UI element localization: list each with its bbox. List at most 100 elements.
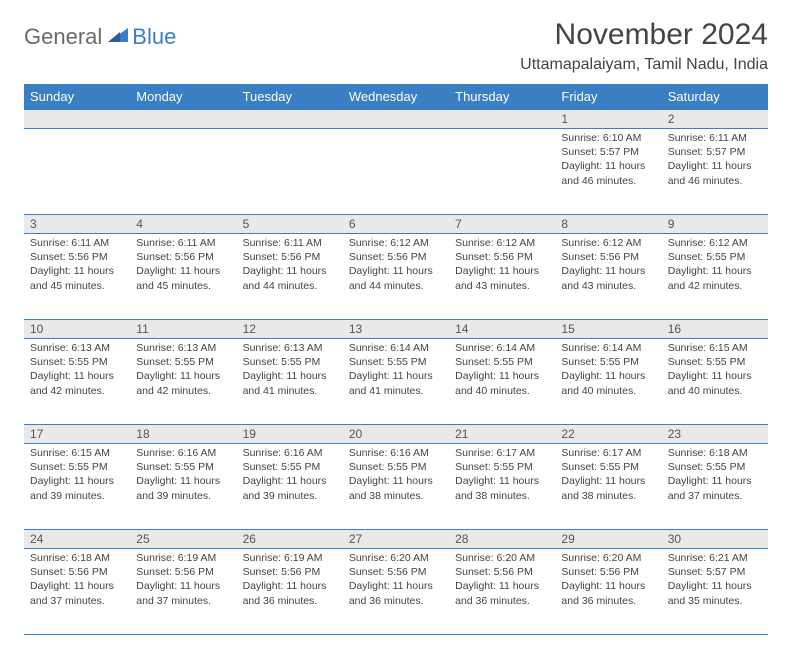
daylight-line: Daylight: 11 hours and 36 minutes. bbox=[455, 579, 549, 607]
sunset-line: Sunset: 5:55 PM bbox=[136, 460, 230, 474]
day-detail-cell bbox=[24, 129, 130, 215]
daylight-line: Daylight: 11 hours and 38 minutes. bbox=[349, 474, 443, 502]
daylight-line: Daylight: 11 hours and 44 minutes. bbox=[243, 264, 337, 292]
day-number-row: 10111213141516 bbox=[24, 320, 768, 339]
sunset-line: Sunset: 5:56 PM bbox=[561, 565, 655, 579]
sunset-line: Sunset: 5:55 PM bbox=[561, 460, 655, 474]
day-content: Sunrise: 6:15 AMSunset: 5:55 PMDaylight:… bbox=[662, 339, 768, 402]
day-detail-cell: Sunrise: 6:18 AMSunset: 5:56 PMDaylight:… bbox=[24, 549, 130, 635]
day-detail-cell: Sunrise: 6:15 AMSunset: 5:55 PMDaylight:… bbox=[24, 444, 130, 530]
sunset-line: Sunset: 5:55 PM bbox=[668, 460, 762, 474]
day-content: Sunrise: 6:13 AMSunset: 5:55 PMDaylight:… bbox=[24, 339, 130, 402]
sunset-line: Sunset: 5:55 PM bbox=[455, 460, 549, 474]
sunrise-line: Sunrise: 6:14 AM bbox=[455, 341, 549, 355]
day-content: Sunrise: 6:19 AMSunset: 5:56 PMDaylight:… bbox=[237, 549, 343, 612]
sunrise-line: Sunrise: 6:17 AM bbox=[455, 446, 549, 460]
day-detail-cell: Sunrise: 6:16 AMSunset: 5:55 PMDaylight:… bbox=[343, 444, 449, 530]
daylight-line: Daylight: 11 hours and 40 minutes. bbox=[668, 369, 762, 397]
daylight-line: Daylight: 11 hours and 41 minutes. bbox=[349, 369, 443, 397]
daylight-line: Daylight: 11 hours and 36 minutes. bbox=[349, 579, 443, 607]
day-detail-cell: Sunrise: 6:20 AMSunset: 5:56 PMDaylight:… bbox=[449, 549, 555, 635]
day-number-cell: 11 bbox=[130, 320, 236, 339]
day-number-cell bbox=[237, 110, 343, 129]
day-content: Sunrise: 6:11 AMSunset: 5:57 PMDaylight:… bbox=[662, 129, 768, 192]
sunrise-line: Sunrise: 6:20 AM bbox=[561, 551, 655, 565]
weekday-header: Thursday bbox=[449, 84, 555, 110]
day-number-cell bbox=[343, 110, 449, 129]
logo-text-blue: Blue bbox=[132, 24, 176, 50]
sunset-line: Sunset: 5:55 PM bbox=[668, 250, 762, 264]
day-detail-cell: Sunrise: 6:11 AMSunset: 5:57 PMDaylight:… bbox=[662, 129, 768, 215]
sunrise-line: Sunrise: 6:18 AM bbox=[668, 446, 762, 460]
day-detail-cell: Sunrise: 6:13 AMSunset: 5:55 PMDaylight:… bbox=[237, 339, 343, 425]
day-detail-cell: Sunrise: 6:19 AMSunset: 5:56 PMDaylight:… bbox=[237, 549, 343, 635]
sunrise-line: Sunrise: 6:17 AM bbox=[561, 446, 655, 460]
sunrise-line: Sunrise: 6:13 AM bbox=[30, 341, 124, 355]
day-content: Sunrise: 6:16 AMSunset: 5:55 PMDaylight:… bbox=[237, 444, 343, 507]
sunset-line: Sunset: 5:57 PM bbox=[668, 145, 762, 159]
sunrise-line: Sunrise: 6:15 AM bbox=[668, 341, 762, 355]
day-content: Sunrise: 6:17 AMSunset: 5:55 PMDaylight:… bbox=[555, 444, 661, 507]
day-content: Sunrise: 6:17 AMSunset: 5:55 PMDaylight:… bbox=[449, 444, 555, 507]
day-content: Sunrise: 6:11 AMSunset: 5:56 PMDaylight:… bbox=[237, 234, 343, 297]
day-detail-row: Sunrise: 6:10 AMSunset: 5:57 PMDaylight:… bbox=[24, 129, 768, 215]
sunset-line: Sunset: 5:57 PM bbox=[561, 145, 655, 159]
sunrise-line: Sunrise: 6:20 AM bbox=[455, 551, 549, 565]
day-content: Sunrise: 6:11 AMSunset: 5:56 PMDaylight:… bbox=[24, 234, 130, 297]
daylight-line: Daylight: 11 hours and 42 minutes. bbox=[668, 264, 762, 292]
sunset-line: Sunset: 5:56 PM bbox=[243, 250, 337, 264]
day-number-cell: 4 bbox=[130, 215, 236, 234]
day-number-row: 24252627282930 bbox=[24, 530, 768, 549]
sunrise-line: Sunrise: 6:19 AM bbox=[136, 551, 230, 565]
day-number-cell: 26 bbox=[237, 530, 343, 549]
day-detail-cell: Sunrise: 6:12 AMSunset: 5:56 PMDaylight:… bbox=[449, 234, 555, 320]
day-content: Sunrise: 6:13 AMSunset: 5:55 PMDaylight:… bbox=[130, 339, 236, 402]
day-number-row: 17181920212223 bbox=[24, 425, 768, 444]
sunset-line: Sunset: 5:55 PM bbox=[243, 355, 337, 369]
day-content: Sunrise: 6:12 AMSunset: 5:56 PMDaylight:… bbox=[449, 234, 555, 297]
calendar-page: General Blue November 2024 Uttamapalaiya… bbox=[0, 0, 792, 653]
day-number-cell: 18 bbox=[130, 425, 236, 444]
day-number-cell: 30 bbox=[662, 530, 768, 549]
sunset-line: Sunset: 5:56 PM bbox=[349, 565, 443, 579]
weekday-header: Friday bbox=[555, 84, 661, 110]
day-number-cell: 2 bbox=[662, 110, 768, 129]
day-detail-cell: Sunrise: 6:19 AMSunset: 5:56 PMDaylight:… bbox=[130, 549, 236, 635]
day-content: Sunrise: 6:18 AMSunset: 5:56 PMDaylight:… bbox=[24, 549, 130, 612]
sunset-line: Sunset: 5:55 PM bbox=[349, 355, 443, 369]
sunset-line: Sunset: 5:56 PM bbox=[455, 250, 549, 264]
sunset-line: Sunset: 5:55 PM bbox=[349, 460, 443, 474]
sunrise-line: Sunrise: 6:14 AM bbox=[561, 341, 655, 355]
calendar-body: 12Sunrise: 6:10 AMSunset: 5:57 PMDayligh… bbox=[24, 110, 768, 635]
sunrise-line: Sunrise: 6:13 AM bbox=[243, 341, 337, 355]
sunset-line: Sunset: 5:56 PM bbox=[136, 250, 230, 264]
daylight-line: Daylight: 11 hours and 46 minutes. bbox=[668, 159, 762, 187]
daylight-line: Daylight: 11 hours and 38 minutes. bbox=[561, 474, 655, 502]
daylight-line: Daylight: 11 hours and 42 minutes. bbox=[30, 369, 124, 397]
day-content: Sunrise: 6:11 AMSunset: 5:56 PMDaylight:… bbox=[130, 234, 236, 297]
day-content: Sunrise: 6:12 AMSunset: 5:56 PMDaylight:… bbox=[343, 234, 449, 297]
daylight-line: Daylight: 11 hours and 45 minutes. bbox=[30, 264, 124, 292]
day-detail-cell: Sunrise: 6:16 AMSunset: 5:55 PMDaylight:… bbox=[130, 444, 236, 530]
day-detail-cell: Sunrise: 6:15 AMSunset: 5:55 PMDaylight:… bbox=[662, 339, 768, 425]
day-number-cell: 19 bbox=[237, 425, 343, 444]
daylight-line: Daylight: 11 hours and 37 minutes. bbox=[136, 579, 230, 607]
day-content: Sunrise: 6:15 AMSunset: 5:55 PMDaylight:… bbox=[24, 444, 130, 507]
daylight-line: Daylight: 11 hours and 43 minutes. bbox=[561, 264, 655, 292]
day-detail-cell: Sunrise: 6:12 AMSunset: 5:56 PMDaylight:… bbox=[555, 234, 661, 320]
day-detail-cell bbox=[449, 129, 555, 215]
weekday-header-row: SundayMondayTuesdayWednesdayThursdayFrid… bbox=[24, 84, 768, 110]
day-detail-cell: Sunrise: 6:11 AMSunset: 5:56 PMDaylight:… bbox=[24, 234, 130, 320]
sunset-line: Sunset: 5:55 PM bbox=[455, 355, 549, 369]
sunset-line: Sunset: 5:55 PM bbox=[30, 460, 124, 474]
day-detail-cell: Sunrise: 6:11 AMSunset: 5:56 PMDaylight:… bbox=[237, 234, 343, 320]
day-number-cell: 17 bbox=[24, 425, 130, 444]
day-detail-cell: Sunrise: 6:14 AMSunset: 5:55 PMDaylight:… bbox=[449, 339, 555, 425]
daylight-line: Daylight: 11 hours and 41 minutes. bbox=[243, 369, 337, 397]
day-detail-cell: Sunrise: 6:13 AMSunset: 5:55 PMDaylight:… bbox=[130, 339, 236, 425]
day-number-cell: 25 bbox=[130, 530, 236, 549]
weekday-header: Monday bbox=[130, 84, 236, 110]
day-number-cell: 29 bbox=[555, 530, 661, 549]
sunrise-line: Sunrise: 6:11 AM bbox=[668, 131, 762, 145]
day-detail-cell: Sunrise: 6:12 AMSunset: 5:56 PMDaylight:… bbox=[343, 234, 449, 320]
